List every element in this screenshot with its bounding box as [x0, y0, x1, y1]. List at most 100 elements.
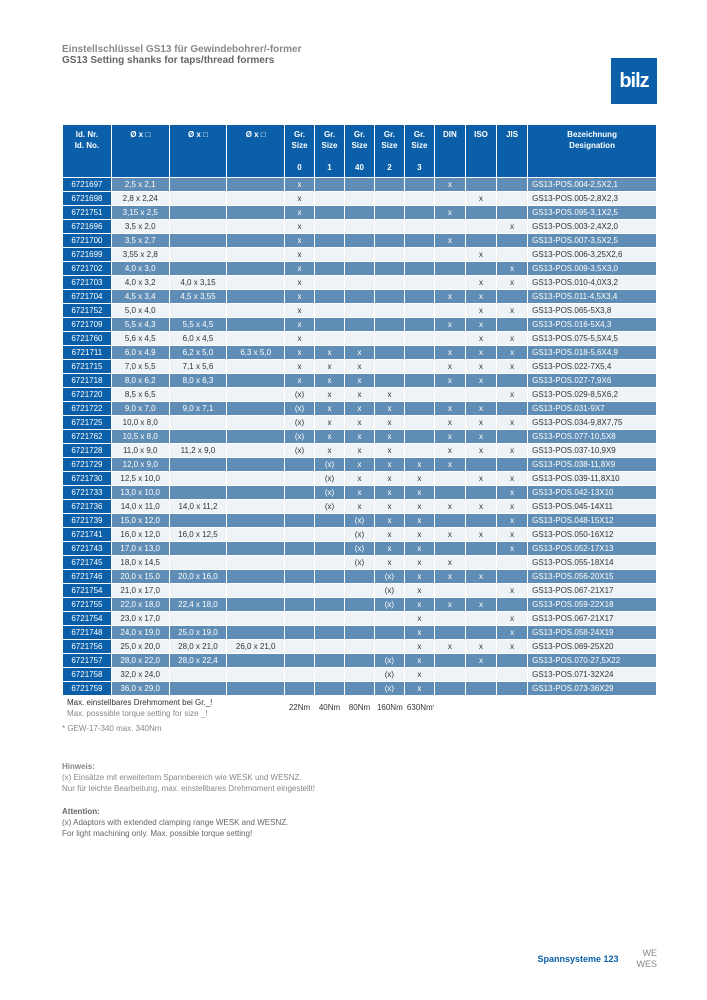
cell-iso: x — [465, 304, 496, 318]
cell-jis — [497, 598, 528, 612]
cell-g40 — [344, 192, 374, 206]
table-row: 67217003,5 x 2,7xxGS13-POS.007-3,5X2,5 — [63, 234, 657, 248]
cell-des: GS13-POS.037-10,9X9 — [528, 444, 657, 458]
cell-d2: 14,0 x 11,2 — [169, 500, 227, 514]
cell-g1: (x) — [315, 486, 345, 500]
cell-d2: 8,0 x 6,3 — [169, 374, 227, 388]
cell-g0 — [285, 500, 315, 514]
cell-iso — [465, 612, 496, 626]
cell-g2: (x) — [374, 598, 404, 612]
cell-iso: x — [465, 374, 496, 388]
cell-d1: 10,0 x 8,0 — [111, 416, 169, 430]
cell-g40 — [344, 626, 374, 640]
cell-g3: x — [404, 556, 434, 570]
cell-des: GS13-POS.067-21X17 — [528, 612, 657, 626]
cell-g40 — [344, 234, 374, 248]
cell-din: x — [434, 430, 465, 444]
cell-d2 — [169, 388, 227, 402]
cell-g1: x — [315, 360, 345, 374]
cell-des: GS13-POS.018-5,6X4,9 — [528, 346, 657, 360]
cell-din — [434, 626, 465, 640]
cell-d2 — [169, 206, 227, 220]
cell-g3 — [404, 192, 434, 206]
cell-g3: x — [404, 570, 434, 584]
cell-din: x — [434, 570, 465, 584]
cell-g0: (x) — [285, 388, 315, 402]
cell-g3: x — [404, 668, 434, 682]
cell-jis — [497, 654, 528, 668]
cell-g3 — [404, 444, 434, 458]
cell-id: 6721745 — [63, 556, 112, 570]
cell-des: GS13-POS.075-5,5X4,5 — [528, 332, 657, 346]
cell-iso: x — [465, 430, 496, 444]
footer-we: WEWES — [636, 948, 657, 970]
cell-g0 — [285, 598, 315, 612]
cell-din — [434, 612, 465, 626]
col-iso: ISO — [465, 125, 496, 178]
cell-din — [434, 654, 465, 668]
cell-g3 — [404, 304, 434, 318]
cell-d3: 26,0 x 21,0 — [227, 640, 285, 654]
table-row: 672173915,0 x 12,0(x)xxxGS13-POS.048-15X… — [63, 514, 657, 528]
cell-g2: x — [374, 500, 404, 514]
cell-d3 — [227, 486, 285, 500]
col-d1: Ø x □ — [111, 125, 169, 178]
cell-g0: x — [285, 248, 315, 262]
cell-d3 — [227, 234, 285, 248]
cell-g3 — [404, 360, 434, 374]
cell-jis — [497, 192, 528, 206]
cell-des: GS13-POS.065-5X3,8 — [528, 304, 657, 318]
cell-iso: x — [465, 598, 496, 612]
cell-g1: (x) — [315, 472, 345, 486]
cell-din — [434, 248, 465, 262]
cell-iso — [465, 262, 496, 276]
cell-g1 — [315, 668, 345, 682]
cell-din — [434, 472, 465, 486]
cell-g0: (x) — [285, 430, 315, 444]
cell-d2: 4,0 x 3,15 — [169, 276, 227, 290]
cell-des: GS13-POS.038-11,8X9 — [528, 458, 657, 472]
cell-g3 — [404, 416, 434, 430]
cell-g1 — [315, 332, 345, 346]
cell-g40: x — [344, 500, 374, 514]
cell-id: 6721758 — [63, 668, 112, 682]
cell-id: 6721741 — [63, 528, 112, 542]
cell-din: x — [434, 234, 465, 248]
cell-g3: x — [404, 514, 434, 528]
cell-des: GS13-POS.045-14X11 — [528, 500, 657, 514]
cell-g0: (x) — [285, 444, 315, 458]
cell-g2: (x) — [374, 570, 404, 584]
cell-d1: 2,5 x 2,1 — [111, 178, 169, 192]
cell-g2 — [374, 276, 404, 290]
cell-des: GS13-POS.052-17X13 — [528, 542, 657, 556]
cell-d3 — [227, 514, 285, 528]
cell-d3 — [227, 360, 285, 374]
cell-g1 — [315, 220, 345, 234]
table-row: 67217034,0 x 3,24,0 x 3,15xxxGS13-POS.01… — [63, 276, 657, 290]
cell-g1 — [315, 556, 345, 570]
cell-id: 6721720 — [63, 388, 112, 402]
cell-g3: x — [404, 598, 434, 612]
cell-d1: 12,5 x 10,0 — [111, 472, 169, 486]
cell-des: GS13-POS.004-2,5X2,1 — [528, 178, 657, 192]
cell-g0: (x) — [285, 402, 315, 416]
cell-g1 — [315, 598, 345, 612]
cell-g0: x — [285, 178, 315, 192]
cell-id: 6721739 — [63, 514, 112, 528]
cell-g1 — [315, 276, 345, 290]
table-row: 672175728,0 x 22,028,0 x 22,4(x)xxGS13-P… — [63, 654, 657, 668]
cell-id: 6721725 — [63, 416, 112, 430]
cell-des: GS13-POS.055-18X14 — [528, 556, 657, 570]
cell-d2: 9,0 x 7,1 — [169, 402, 227, 416]
cell-id: 6721729 — [63, 458, 112, 472]
cell-g40: (x) — [344, 542, 374, 556]
cell-din — [434, 682, 465, 696]
cell-g0 — [285, 640, 315, 654]
cell-g2 — [374, 178, 404, 192]
cell-g0 — [285, 682, 315, 696]
cell-g2 — [374, 626, 404, 640]
cell-d1: 21,0 x 17,0 — [111, 584, 169, 598]
table-row: 67217229,0 x 7,09,0 x 7,1(x)xxxxxGS13-PO… — [63, 402, 657, 416]
cell-d2 — [169, 556, 227, 570]
cell-d2 — [169, 612, 227, 626]
